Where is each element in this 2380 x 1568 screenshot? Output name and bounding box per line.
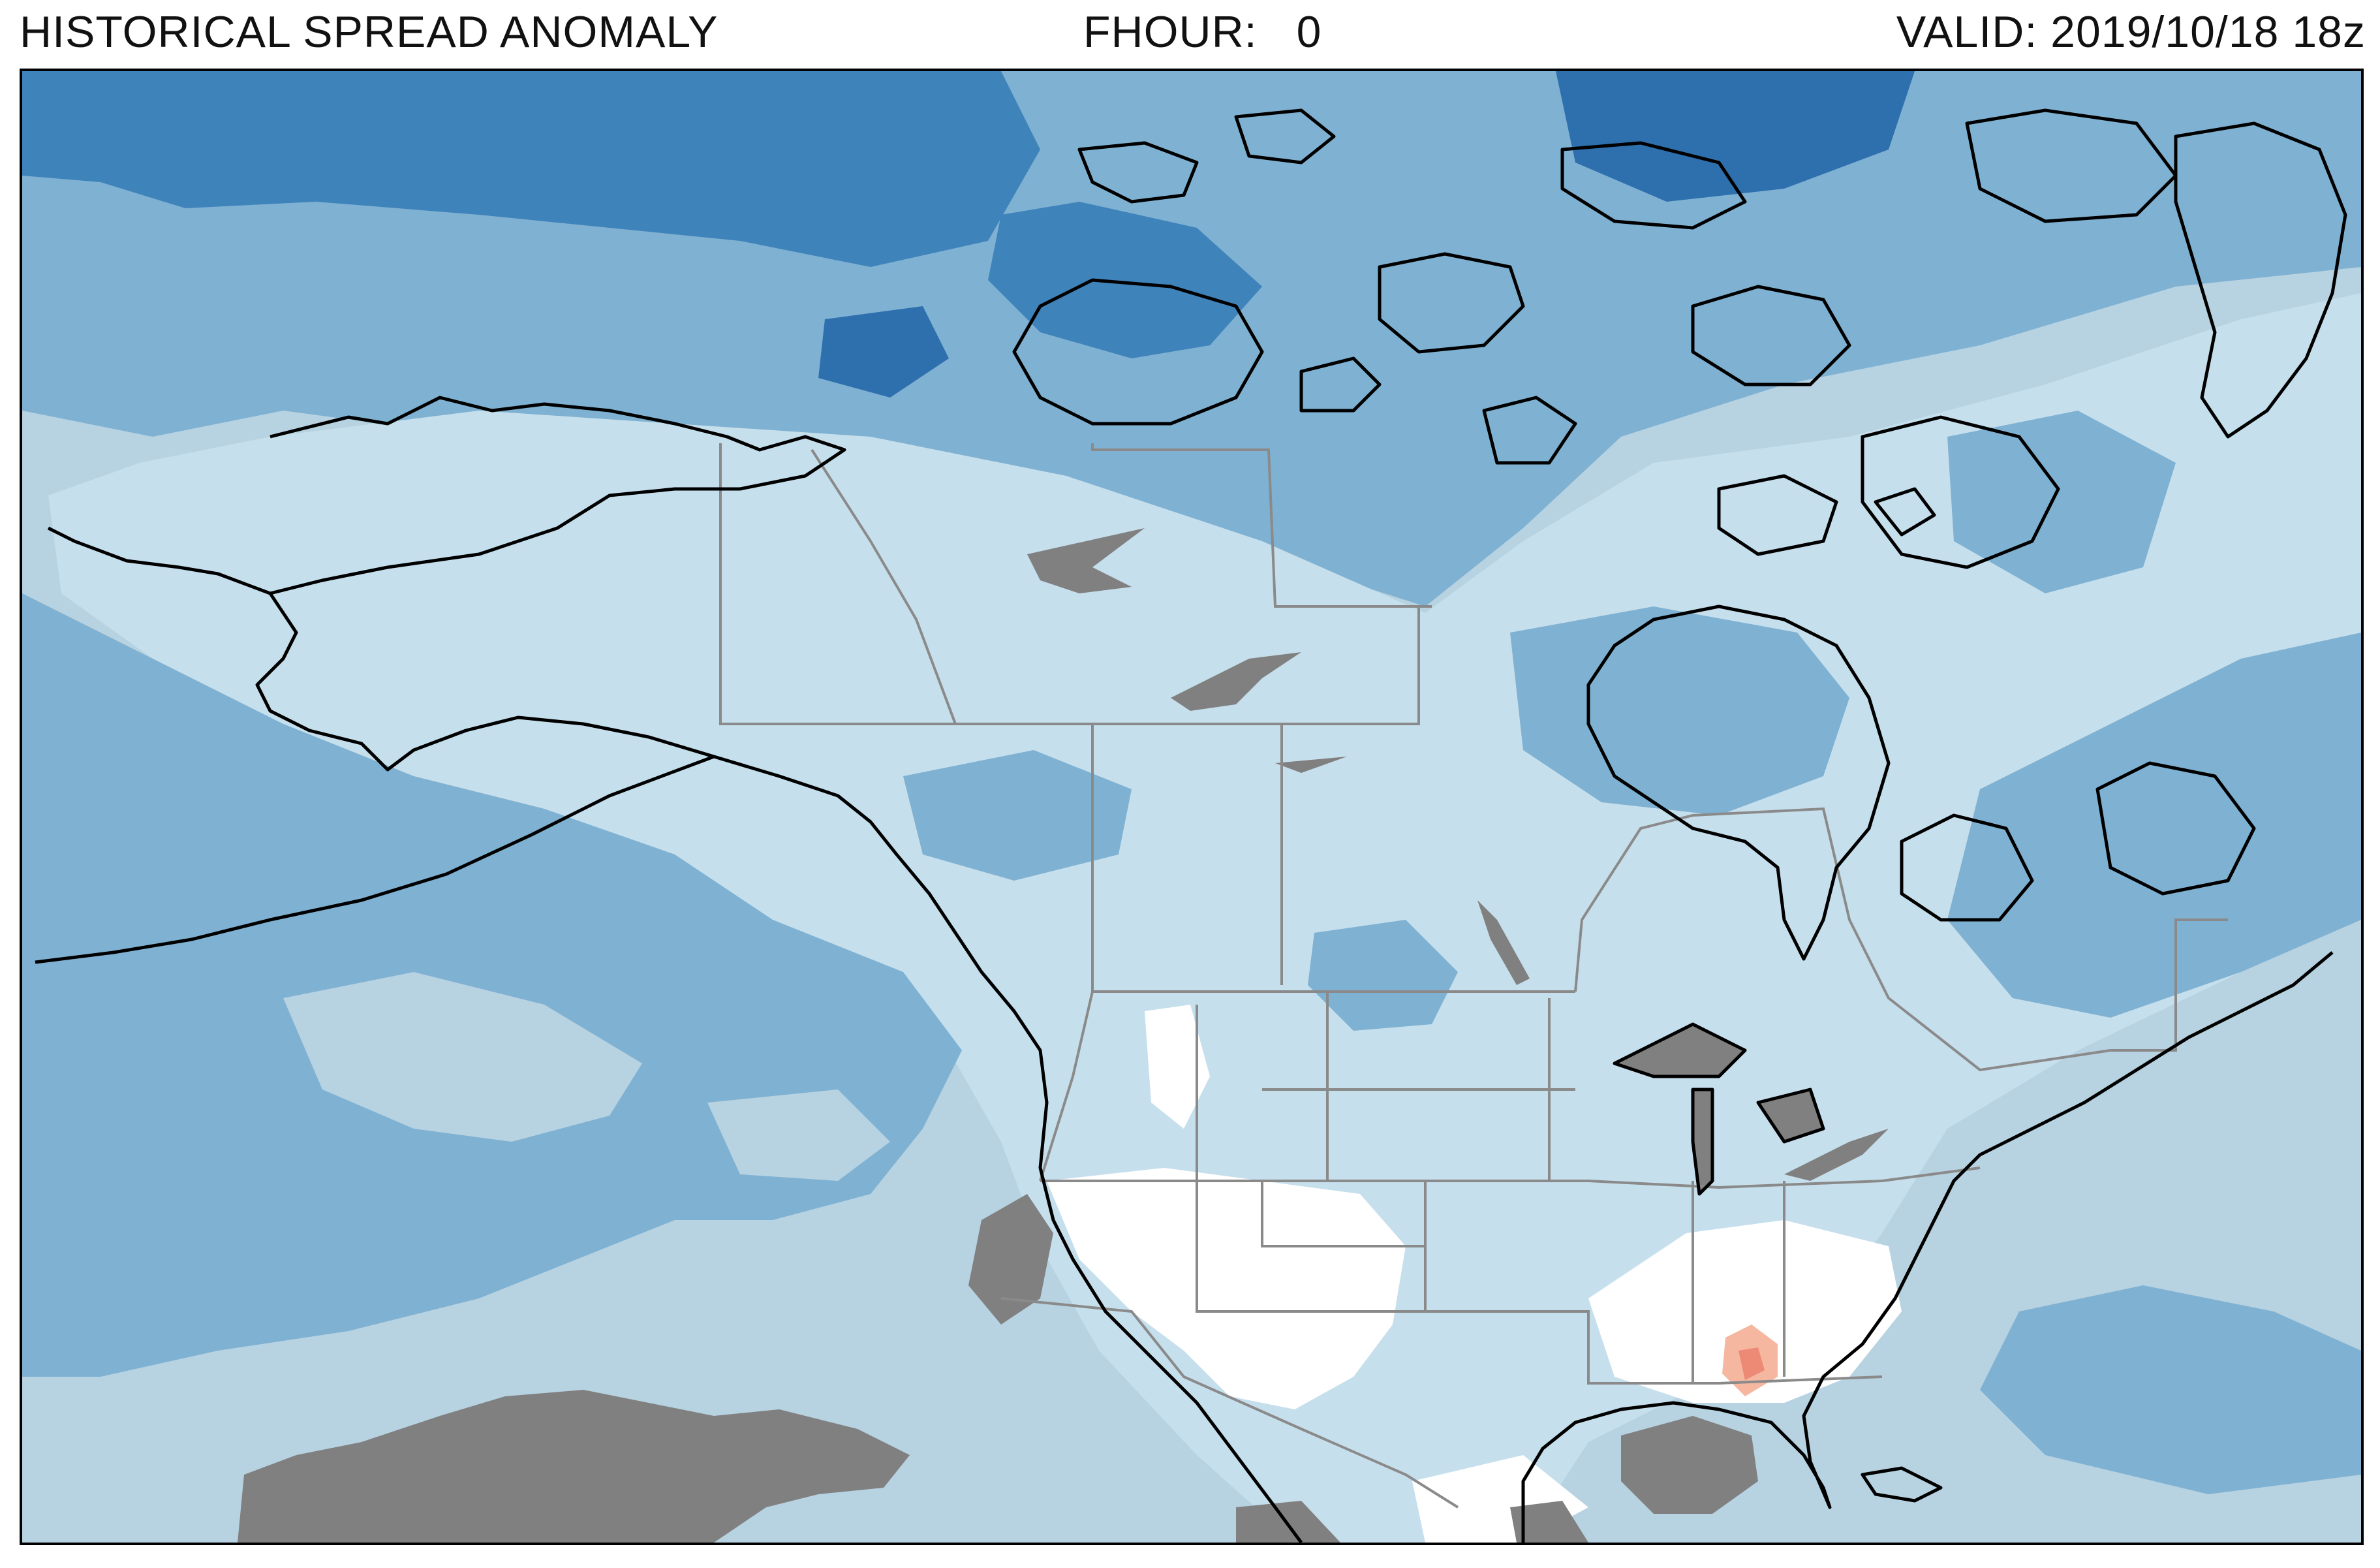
field-medium-blue-prairies [1308,920,1458,1031]
political-boundaries [719,443,2228,1509]
field-light-blue-pacific-tongue-2 [707,1090,890,1181]
fhour-label: FHOUR: [1083,7,1258,57]
field-medium-blue-atlantic-south [1980,1285,2361,1494]
field-deepest-blue-arctic [1556,71,1915,202]
map-title: HISTORICAL SPREAD ANOMALY [20,7,719,57]
missing-data-pacific-mid [968,1194,1053,1325]
anomaly-map [22,71,2361,1543]
field-medium-blue-canada [903,750,1132,881]
field-medium-blue-hudson [1510,606,1849,815]
lake-athabasca [1275,757,1347,773]
valid-time-label: VALID: 2019/10/18 18z [1896,7,2366,57]
field-dark-blue-arctic [22,71,1040,267]
field-deepest-blue-arctic-2 [818,306,949,398]
coastlines [35,108,2347,1543]
field-white-west-us [1047,1168,1406,1409]
field-medium-blue-pacific [22,593,962,1377]
missing-data-pacific-south [238,1390,910,1543]
lake-erie-ontario [1784,1129,1889,1181]
fhour-value: 0 [1296,7,1322,57]
forecast-hour-label: FHOUR: 0 [1083,7,1321,57]
field-medium-blue-atlantic [1947,633,2361,1018]
field-dark-blue-arctic-2 [988,202,1262,358]
field-white-rockies [1145,1005,1210,1129]
lake-superior [1615,1024,1745,1076]
lake-huron [1758,1090,1823,1142]
field-medium-blue-baffin [1947,411,2176,593]
field-white-southeast [1588,1220,1902,1403]
missing-data-yucatan [1510,1501,1588,1543]
missing-data-mexico-coast [1236,1501,1340,1543]
lake-great-slave [1171,652,1301,711]
missing-data-gulf [1621,1416,1758,1514]
map-frame [20,69,2364,1545]
lake-great-bear [1027,528,1145,593]
field-light-blue-pacific-tongue [283,972,642,1142]
lake-winnipeg [1477,900,1530,985]
field-positive-anomaly-georgia-core [1739,1347,1765,1380]
